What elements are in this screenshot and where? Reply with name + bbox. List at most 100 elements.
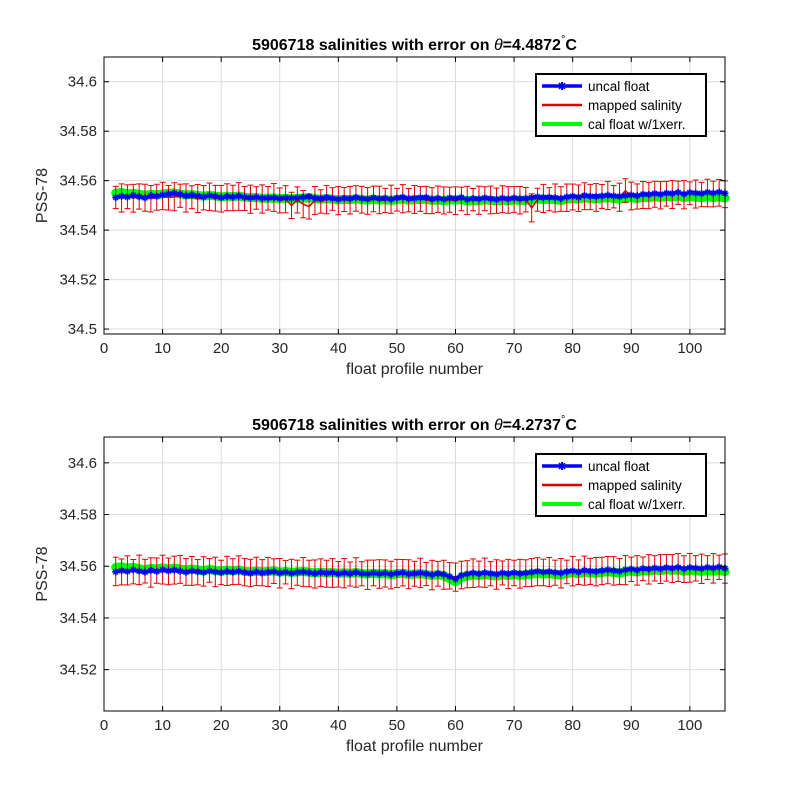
x-tick-label: 80 (564, 717, 581, 734)
data-point (270, 568, 278, 576)
data-point (610, 567, 618, 575)
legend-label: uncal float (588, 459, 650, 474)
x-tick-label: 20 (213, 717, 230, 734)
data-point (616, 567, 624, 575)
data-point-stroke (376, 570, 383, 577)
data-point-stroke (370, 194, 377, 201)
data-point (246, 194, 254, 202)
data-point-stroke (241, 194, 248, 201)
data-point-stroke (399, 569, 406, 576)
data-point-stroke (663, 564, 670, 571)
data-point-stroke (136, 568, 143, 575)
data-point (194, 568, 202, 576)
data-point-stroke (499, 195, 506, 202)
title-value: =4.4872 (503, 37, 561, 54)
data-point (352, 568, 360, 576)
data-point (645, 191, 653, 199)
data-point-stroke (153, 193, 160, 200)
chart-title: 5906718 salinities with error on θ=4.487… (252, 34, 577, 54)
data-point (352, 193, 360, 201)
data-point (293, 194, 301, 202)
title-theta: θ (494, 37, 503, 54)
data-point-stroke (470, 570, 477, 576)
data-point (317, 194, 325, 202)
data-point (575, 193, 583, 201)
data-point (118, 567, 126, 575)
data-point (598, 567, 606, 575)
data-point (475, 195, 483, 203)
y-tick-label: 34.58 (59, 507, 97, 524)
data-point-stroke (628, 566, 635, 573)
data-point-stroke (282, 569, 289, 576)
data-point-stroke (276, 570, 283, 576)
data-point (434, 194, 442, 202)
x-tick-label: 60 (447, 340, 464, 357)
data-point-stroke (698, 565, 705, 572)
data-point (141, 568, 149, 576)
data-point (457, 193, 465, 201)
data-point-stroke (323, 570, 330, 577)
data-point (170, 189, 178, 197)
data-point (657, 190, 665, 198)
data-point-stroke (429, 196, 436, 202)
data-point-stroke (317, 569, 324, 576)
data-point-stroke (704, 189, 711, 196)
x-tick-label: 60 (447, 717, 464, 734)
data-point (639, 190, 647, 198)
data-point (405, 570, 413, 578)
y-axis: 34.5 34.52 34.54 34.56 34.58 34.6 PSS-78 (34, 74, 725, 338)
data-point (369, 194, 377, 202)
x-axis: 0 10 20 30 40 50 60 70 80 90 100 float profile numb… (100, 437, 702, 755)
data-point (241, 193, 249, 201)
legend-label: cal float w/1xerr. (588, 497, 686, 512)
legend-label: mapped salinity (588, 98, 682, 113)
data-point-stroke (159, 192, 166, 198)
data-point-stroke (265, 569, 271, 576)
data-point-stroke (440, 196, 447, 203)
data-point-stroke (159, 566, 166, 573)
data-point (528, 194, 536, 202)
data-point (375, 195, 383, 203)
data-point-stroke (475, 196, 482, 202)
data-point (563, 568, 571, 576)
data-point (328, 194, 336, 202)
data-point-stroke (188, 567, 195, 574)
data-point (217, 569, 225, 577)
data-point-stroke (487, 195, 494, 202)
data-point-stroke (710, 190, 717, 196)
data-point (328, 569, 336, 577)
data-point-stroke (423, 570, 430, 577)
data-point (264, 568, 272, 576)
data-point-stroke (522, 195, 529, 202)
data-point-stroke (681, 565, 687, 572)
data-point (475, 570, 483, 578)
data-point-stroke (593, 193, 600, 200)
series-uncal-float (112, 188, 729, 203)
data-point-stroke (130, 566, 137, 573)
data-point-stroke (546, 194, 553, 201)
data-point (692, 564, 700, 572)
data-point (680, 190, 688, 198)
data-point (504, 570, 512, 578)
data-point-stroke (294, 195, 301, 201)
data-point-stroke (347, 570, 354, 577)
data-point (123, 567, 131, 575)
data-point-stroke (675, 189, 682, 196)
x-tick-label: 50 (389, 340, 406, 357)
data-point (627, 565, 635, 573)
data-point-stroke (165, 191, 172, 197)
data-point (164, 190, 172, 198)
data-point (703, 188, 711, 196)
y-axis-label: PSS-78 (34, 546, 51, 601)
data-point (176, 190, 184, 198)
data-point (287, 194, 295, 202)
data-point (170, 566, 178, 574)
data-point-stroke (118, 193, 125, 200)
data-point-stroke (270, 194, 277, 201)
x-tick-label: 90 (623, 340, 640, 357)
data-point-stroke (183, 569, 189, 576)
data-point (715, 188, 723, 196)
data-point-stroke (136, 193, 143, 200)
data-point (510, 194, 518, 202)
data-point-stroke (399, 194, 406, 201)
